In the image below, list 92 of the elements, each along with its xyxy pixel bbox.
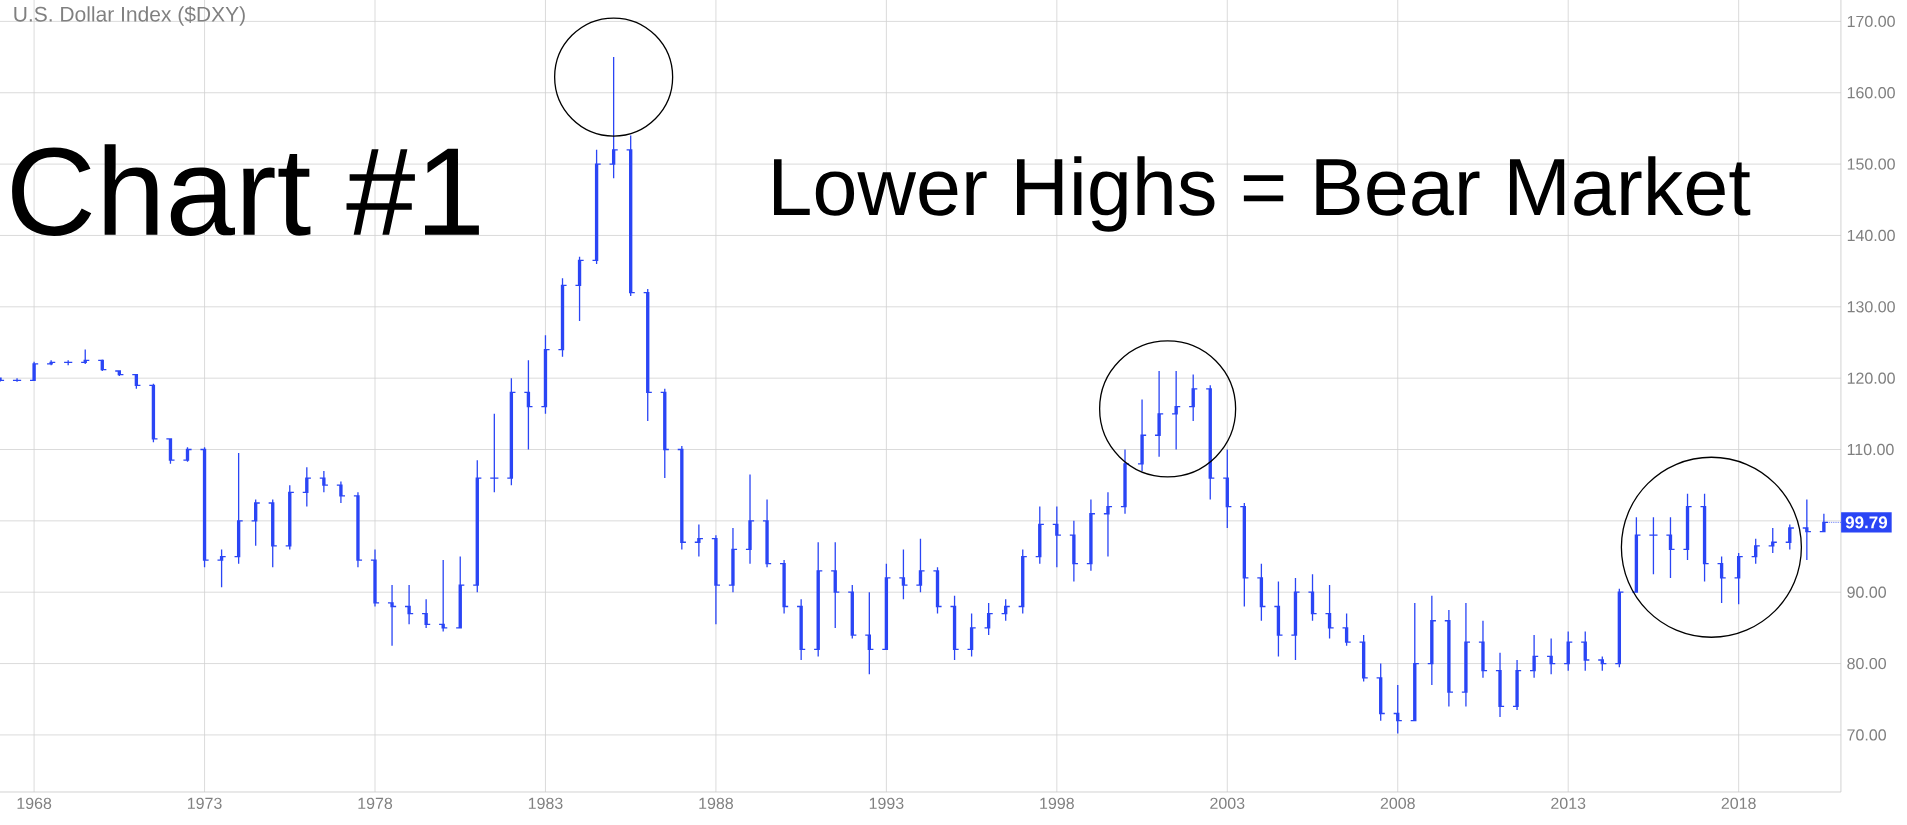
candlestick	[779, 559, 789, 615]
candlestick	[1324, 584, 1335, 640]
candlestick	[489, 413, 500, 493]
annotation: Chart #1	[12, 144, 479, 236]
annotation: Lower Highs = Bear Market	[774, 156, 1751, 232]
candlestick	[404, 584, 414, 625]
candlestick	[1444, 609, 1454, 708]
y-tick-label: 170.00	[1847, 15, 1895, 28]
candlestick	[1273, 580, 1284, 658]
candlestick	[830, 541, 840, 629]
candlestick	[1648, 516, 1659, 576]
y-tick-label: 140.00	[1847, 229, 1895, 242]
candlestick	[216, 548, 227, 588]
x-tick-label: 2008	[1380, 797, 1415, 809]
candlestick	[336, 480, 346, 504]
candlestick	[1665, 516, 1676, 579]
candlestick	[1750, 538, 1761, 565]
candlestick	[1069, 520, 1079, 583]
candlestick	[1341, 612, 1352, 647]
candlestick	[1154, 370, 1164, 458]
candlestick	[1171, 370, 1181, 451]
annotation: 99.79	[1845, 516, 1888, 529]
candlestick	[1768, 527, 1778, 554]
candlestick	[46, 359, 56, 366]
candlestick	[864, 591, 875, 675]
x-tick-label: 1993	[869, 797, 904, 809]
x-tick-label: 1978	[358, 797, 393, 809]
candlestick	[796, 598, 806, 661]
candlestick	[523, 359, 534, 451]
candlestick	[1086, 498, 1096, 572]
candlestick	[1222, 448, 1233, 529]
candlestick	[80, 348, 90, 365]
candlestick	[353, 491, 363, 568]
x-tick-label: 1988	[699, 797, 734, 809]
candlestick	[1716, 555, 1727, 604]
candlestick	[370, 548, 380, 608]
candlestick	[114, 369, 125, 377]
candlestick	[1546, 637, 1556, 675]
candlestick	[1000, 598, 1011, 622]
y-tick-label: 90.00	[1847, 586, 1886, 598]
candlestick	[1103, 491, 1113, 558]
y-tick-label: 110.00	[1847, 443, 1894, 456]
x-tick-label: 2018	[1721, 797, 1756, 809]
candlestick	[1137, 398, 1147, 472]
y-tick-label: 120.00	[1847, 372, 1895, 384]
y-tick-label: 150.00	[1847, 158, 1895, 170]
candlestick	[1393, 684, 1403, 735]
candlestick	[1580, 630, 1590, 672]
candlestick	[915, 538, 926, 593]
candlestick	[438, 559, 448, 633]
y-tick-label: 130.00	[1847, 301, 1895, 313]
candlestick	[694, 523, 704, 558]
candlestick	[1478, 620, 1488, 679]
candlestick	[1733, 552, 1744, 605]
y-tick-label: 80.00	[1847, 657, 1886, 670]
candlestick	[762, 498, 772, 568]
x-tick-label: 1998	[1040, 797, 1074, 809]
x-tick-label: 2003	[1210, 797, 1245, 809]
candlestick	[421, 598, 431, 629]
chart-title: U.S. Dollar Index ($DXY)	[14, 5, 245, 26]
candlestick	[302, 466, 312, 508]
candlestick	[29, 361, 39, 381]
candlestick	[1512, 659, 1522, 711]
candlestick	[898, 548, 909, 600]
x-tick-label: 1973	[187, 797, 222, 809]
y-tick-label: 160.00	[1847, 87, 1895, 99]
candlestick	[387, 584, 397, 647]
candlestick	[1052, 505, 1062, 568]
candlestick	[1188, 373, 1198, 422]
candlestick	[1427, 595, 1437, 686]
candlestick	[1529, 634, 1539, 679]
candlestick	[608, 56, 619, 180]
candlestick	[1495, 652, 1505, 718]
y-tick-label: 70.00	[1847, 729, 1886, 741]
candlestick	[677, 445, 687, 551]
x-tick-label: 2013	[1551, 797, 1586, 809]
x-tick-label: 1968	[17, 797, 52, 809]
candlestick	[711, 534, 721, 625]
candlestick	[983, 602, 994, 636]
x-tick-label: 1983	[528, 797, 563, 809]
candlestick	[1597, 655, 1608, 672]
candlestick	[250, 498, 261, 547]
candlestick	[1120, 448, 1130, 515]
candlestick	[319, 470, 329, 493]
candlestick	[745, 473, 755, 565]
candlestick	[1785, 523, 1795, 551]
candlestick	[966, 612, 977, 658]
candlestick	[1461, 602, 1471, 708]
candlestick	[728, 527, 738, 593]
candlestick	[233, 452, 244, 565]
candlestick	[1802, 498, 1812, 561]
candlestick	[574, 256, 585, 322]
